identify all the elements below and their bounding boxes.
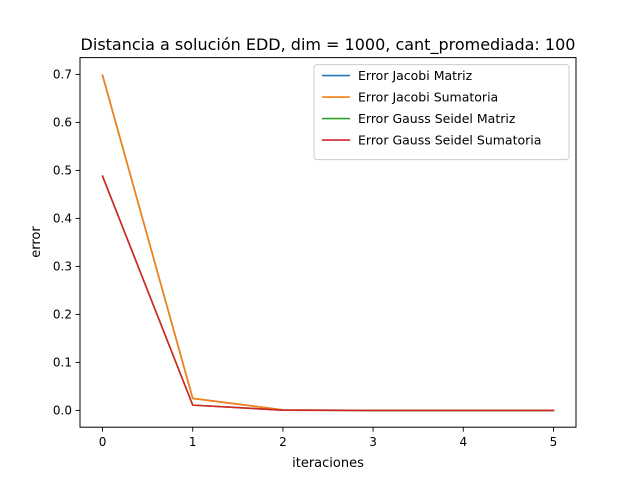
y-tick-label: 0.1	[53, 356, 72, 370]
x-tick-label: 2	[279, 435, 287, 449]
x-axis-label: iteraciones	[292, 456, 364, 471]
y-tick-label: 0.6	[53, 116, 72, 130]
y-tick-label: 0.4	[53, 212, 72, 226]
legend-label: Error Jacobi Sumatoria	[358, 90, 498, 105]
legend-box	[313, 64, 570, 161]
series-line-3	[101, 175, 555, 412]
legend-label: Error Jacobi Matriz	[358, 68, 473, 83]
y-tick-label: 0.7	[53, 68, 72, 82]
y-axis-label: error	[29, 226, 44, 258]
x-tick-label: 0	[99, 435, 107, 449]
y-tick-label: 0.3	[53, 260, 72, 274]
chart-title: Distancia a solución EDD, dim = 1000, ca…	[81, 35, 576, 55]
x-axis: 0 1 2 3 4 5	[99, 427, 558, 449]
x-tick-label: 3	[369, 435, 377, 449]
y-tick-label: 0.5	[53, 164, 72, 178]
x-tick-label: 1	[189, 435, 197, 449]
plot-frame	[79, 57, 577, 428]
x-tick-label: 4	[459, 435, 467, 449]
x-tick-label: 5	[550, 435, 558, 449]
series-group	[101, 74, 555, 412]
legend-label: Error Gauss Seidel Matriz	[358, 111, 516, 126]
y-axis: 0.0 0.1 0.2 0.3 0.4 0.5 0.6 0.7	[53, 68, 80, 418]
y-tick-label: 0.2	[53, 308, 72, 322]
y-tick-label: 0.0	[53, 404, 72, 418]
legend: Error Jacobi Matriz Error Jacobi Sumatori…	[313, 64, 570, 161]
legend-label: Error Gauss Seidel Sumatoria	[358, 133, 541, 148]
